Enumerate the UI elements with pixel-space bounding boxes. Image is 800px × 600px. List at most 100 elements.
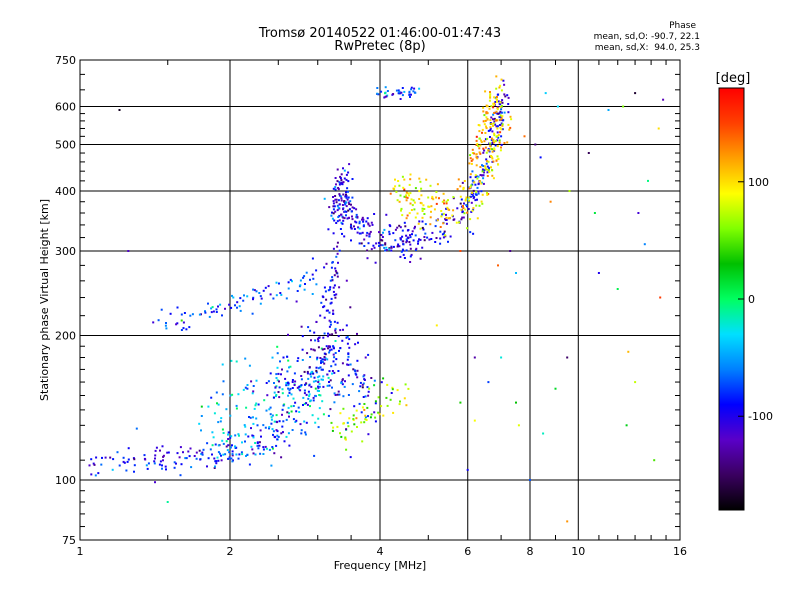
- data-point: [495, 119, 498, 122]
- data-point: [252, 416, 254, 419]
- data-point: [275, 377, 278, 379]
- data-point: [509, 250, 512, 252]
- data-point: [230, 359, 233, 362]
- data-point: [493, 148, 496, 151]
- data-point: [452, 218, 455, 221]
- data-point: [498, 116, 501, 119]
- data-point: [403, 188, 406, 191]
- data-point: [277, 435, 280, 438]
- data-point: [227, 438, 230, 440]
- data-point: [372, 244, 375, 247]
- data-point: [336, 209, 339, 212]
- data-point: [276, 421, 279, 424]
- data-point: [159, 449, 161, 452]
- data-point: [485, 168, 488, 171]
- data-point: [327, 332, 329, 335]
- data-point: [183, 312, 186, 314]
- data-point: [323, 197, 326, 200]
- data-point: [489, 96, 492, 99]
- data-point: [345, 336, 348, 339]
- data-point: [435, 196, 438, 199]
- x-axis-label: Frequency [MHz]: [334, 559, 426, 572]
- data-point: [469, 176, 472, 179]
- data-point: [260, 435, 262, 438]
- data-point: [306, 352, 309, 355]
- data-point: [322, 375, 325, 378]
- data-point: [476, 157, 479, 160]
- data-point: [384, 242, 387, 245]
- data-point: [420, 202, 423, 205]
- data-point: [339, 175, 342, 178]
- data-point: [476, 186, 479, 189]
- x-tick-label: 16: [673, 545, 687, 558]
- data-point: [353, 225, 355, 228]
- data-point: [409, 173, 412, 176]
- data-point: [507, 96, 510, 99]
- data-point: [344, 201, 347, 204]
- data-point: [217, 421, 220, 424]
- data-point: [479, 152, 482, 155]
- data-point: [481, 128, 484, 131]
- data-point: [341, 378, 344, 381]
- data-point: [394, 239, 397, 242]
- data-point: [482, 147, 485, 150]
- data-point: [333, 294, 336, 297]
- data-point: [347, 209, 350, 212]
- y-tick-label: 200: [55, 330, 76, 343]
- data-point: [359, 232, 362, 235]
- data-point: [401, 248, 404, 251]
- data-point: [286, 411, 289, 414]
- data-point: [503, 142, 506, 144]
- data-point: [229, 414, 232, 417]
- data-point: [268, 426, 271, 429]
- data-point: [469, 186, 472, 188]
- data-point: [271, 414, 274, 417]
- data-point: [383, 96, 386, 99]
- data-point: [356, 376, 359, 379]
- data-point: [442, 212, 445, 215]
- data-point: [462, 207, 465, 210]
- data-point: [327, 347, 329, 350]
- data-point: [272, 297, 275, 300]
- data-point: [286, 355, 289, 358]
- data-point: [439, 226, 442, 228]
- data-point: [254, 453, 257, 456]
- data-point: [374, 261, 377, 264]
- data-point: [336, 275, 339, 278]
- data-point: [104, 456, 107, 459]
- data-point: [154, 454, 157, 457]
- data-point: [377, 241, 380, 244]
- data-point: [362, 396, 365, 398]
- data-point: [173, 466, 176, 469]
- data-point: [324, 358, 326, 361]
- colorbar-tick-label: -100: [748, 410, 773, 423]
- data-point: [127, 458, 130, 461]
- data-point: [499, 114, 502, 117]
- data-point: [333, 284, 336, 287]
- data-point: [221, 439, 224, 442]
- data-point: [126, 460, 129, 463]
- data-point: [285, 418, 288, 421]
- data-point: [345, 448, 348, 451]
- data-point: [388, 247, 391, 250]
- data-point: [201, 451, 204, 454]
- data-point: [216, 456, 219, 459]
- data-point: [443, 232, 445, 235]
- data-point: [214, 443, 217, 446]
- data-point: [495, 87, 498, 90]
- data-point: [274, 386, 277, 389]
- data-point: [461, 181, 464, 184]
- data-point: [506, 141, 509, 144]
- data-point: [281, 392, 284, 395]
- data-point: [320, 368, 323, 371]
- data-point: [506, 94, 509, 97]
- data-point: [230, 435, 233, 438]
- data-point: [377, 411, 380, 414]
- data-point: [501, 115, 504, 118]
- data-point: [373, 246, 376, 249]
- data-point: [323, 332, 326, 335]
- data-point: [496, 108, 499, 111]
- data-point: [327, 345, 330, 348]
- data-point: [329, 323, 332, 326]
